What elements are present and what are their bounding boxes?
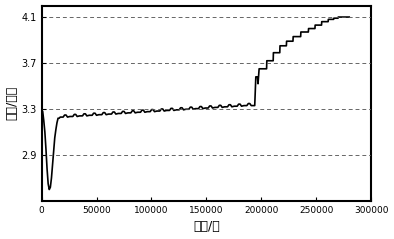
X-axis label: 时间/秒: 时间/秒 xyxy=(193,220,220,234)
Y-axis label: 电压/伏特: 电压/伏特 xyxy=(6,86,19,120)
